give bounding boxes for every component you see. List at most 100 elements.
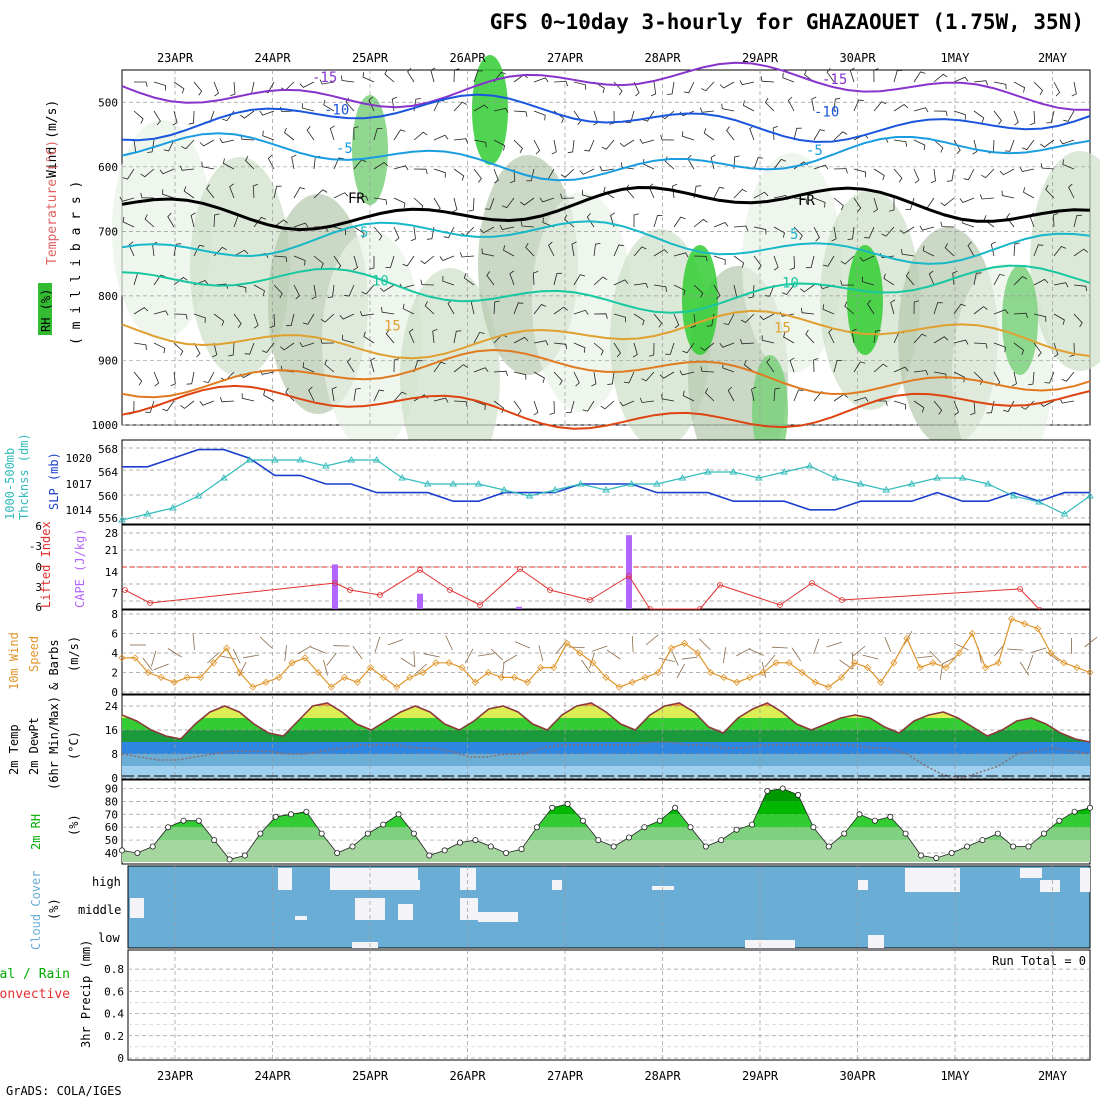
cape-tick: 7 [111,587,118,600]
wind-barb [319,79,335,85]
wind-barb [772,125,779,141]
rh-marker [580,817,587,824]
wind-speed-marker [994,659,1002,667]
wind-barb [993,81,1007,90]
wind-barb [433,397,449,403]
wind-barb [551,139,557,155]
wind-speed-marker [864,664,872,672]
wind-barb [862,276,875,286]
li-marker [377,592,383,598]
wind-barb [913,400,925,413]
date-label-bottom: 29APR [742,1069,779,1083]
wind-barb [953,642,969,651]
wind-barb [1003,400,1015,412]
wind-barb [526,168,535,182]
wind-barb [230,81,236,97]
wind-barb [167,648,182,658]
wind-barb [740,313,755,323]
wind-barb [339,313,355,320]
wind-speed-marker [1034,625,1042,633]
wind-barb [484,197,495,210]
wind-barb [673,252,689,258]
wind-barb [613,279,629,286]
wind-speed-marker [1073,664,1081,672]
wind-speed-marker [785,659,793,667]
wind-speed-marker [262,678,270,686]
wind-barb [571,241,577,257]
wind-speed-marker [301,654,309,662]
wind-barb [673,313,680,329]
wind-barb [866,299,875,315]
slp-tick: 1020 [66,452,93,465]
wind-barb [933,110,948,117]
wind-barb [700,342,715,351]
wind-barb [1013,242,1020,257]
isotherm-line [121,132,1091,182]
rh-line [121,788,1091,860]
wind-barb [789,255,796,270]
wind-barb [452,197,458,213]
li-tick: 6 [35,601,42,614]
thickness-tick: 568 [98,443,118,456]
li-marker [547,587,553,593]
wind-barb [733,188,747,199]
rh-marker [441,847,448,854]
wind-barb [623,371,635,384]
wind-barb [853,397,869,402]
wind-barb [673,216,686,228]
wind-barb [170,371,176,387]
slp-line [122,448,1090,511]
wind-barb [753,191,769,199]
wind-barb [893,366,909,373]
wind-barb [642,110,655,122]
wind-speed-marker [236,668,244,677]
wind-barb [473,367,489,373]
isotherm-line [121,220,1091,265]
wind-barb [593,276,608,286]
wind-barb [190,212,196,228]
wind-speed-marker [877,678,885,686]
wind-barb [940,197,955,207]
wind-barb [478,653,495,657]
wind-barb [793,127,802,141]
wind-speed-marker [523,678,532,686]
rh-shade [190,157,290,377]
cape-bar [626,535,632,609]
wind-barb [553,371,563,386]
wind-barb [781,284,795,295]
wind-barb [453,101,467,112]
wind-barb [553,80,568,87]
wind-barb [1006,213,1015,228]
wind-barb [1013,342,1025,356]
wind-barb [145,400,155,413]
wind-barb [1013,276,1028,286]
wind-speed-marker [824,683,832,691]
wind-barb [953,303,966,315]
wind-barb [513,302,524,315]
rh-marker [702,843,709,850]
wind-barb [859,255,875,262]
wind-barb [513,110,528,117]
wind-barb [764,284,775,297]
wind-barb [665,342,675,355]
wind-barb [293,255,306,266]
rh-marker [1087,804,1094,811]
wind-barb [1004,139,1015,152]
wind-speed-marker [694,649,702,657]
wind-barb [453,400,468,407]
wind-barb [831,226,837,242]
wind-barb [159,168,175,175]
wind-barb [919,225,935,231]
rh-marker [426,852,433,859]
rh-marker [149,843,156,850]
wind-barb [320,338,335,344]
wind-barb [713,222,729,228]
wind-barb [311,284,317,300]
wind-barb [573,81,587,90]
tick-label: 500 [98,96,118,109]
wind-barb [873,68,879,83]
wind-barb [844,301,855,315]
wind-barb [373,128,383,141]
wind-barb [463,273,475,286]
wind-barb [698,638,711,651]
